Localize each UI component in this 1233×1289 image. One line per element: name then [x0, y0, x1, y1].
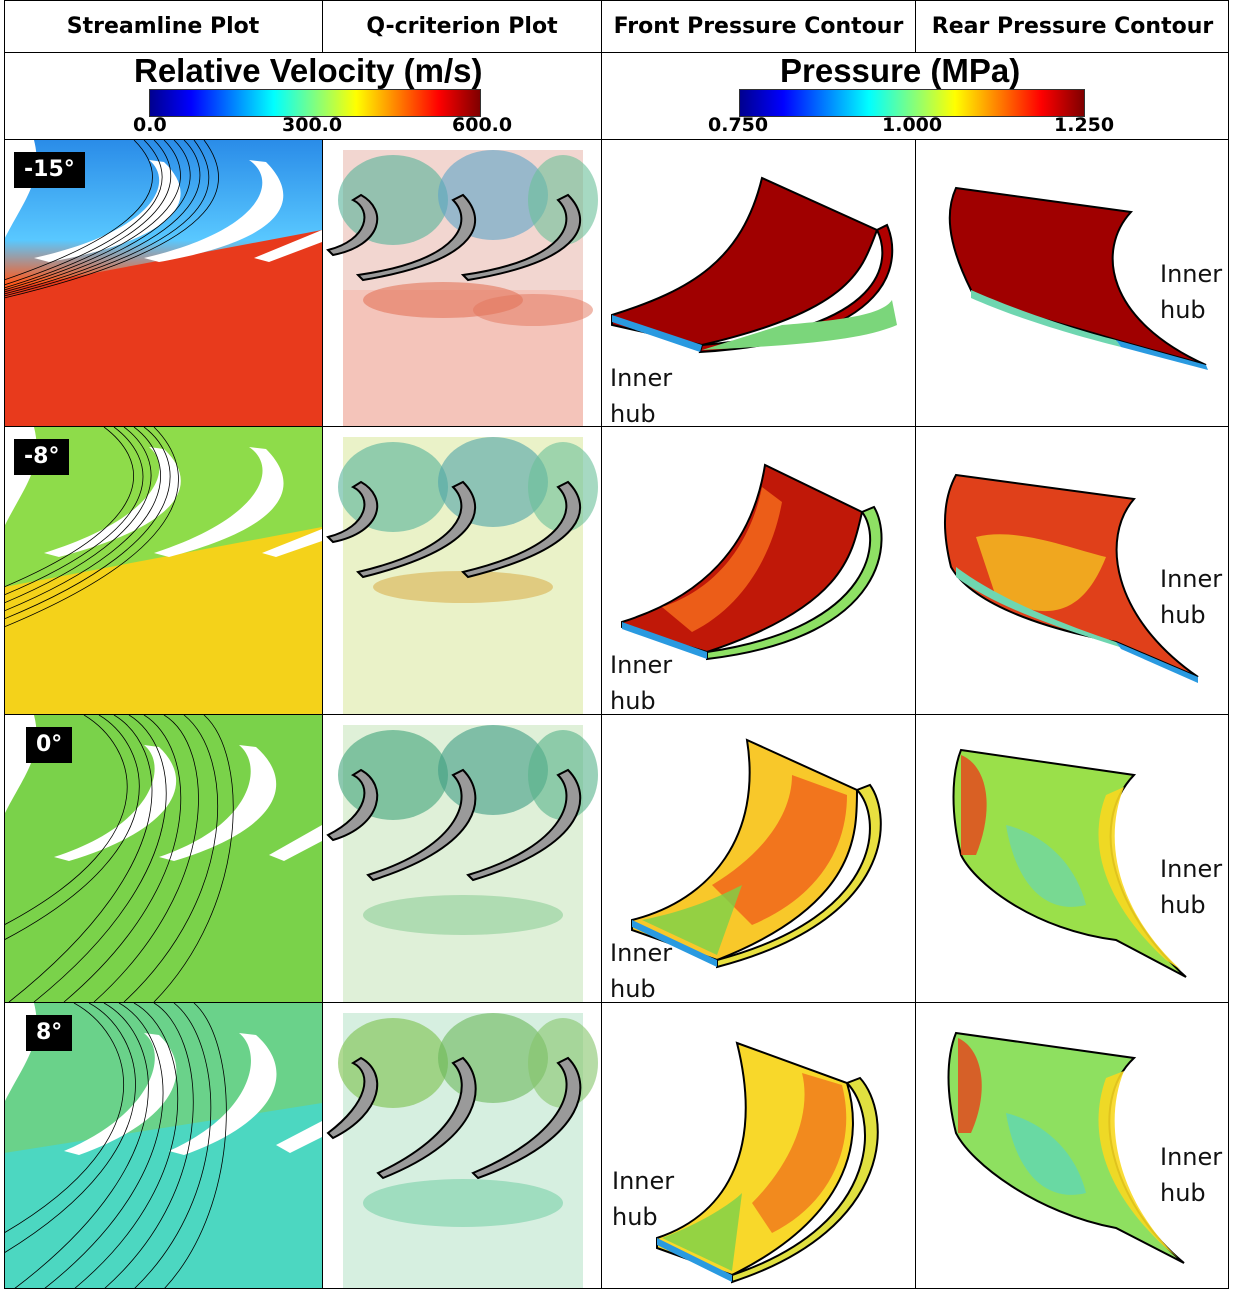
rear-pressure-contour-row2: [943, 473, 1199, 683]
grid-line-col3-header: [915, 0, 916, 53]
hub-label-line1: Inner: [1160, 260, 1223, 288]
hub-label-line1: Inner: [610, 939, 673, 967]
qcriterion-plot-row3: [326, 725, 598, 1002]
pressure-tick-min: 0.750: [708, 114, 769, 136]
rear-pressure-contour-row3: [952, 748, 1187, 978]
hub-label-line1: Inner: [1160, 1143, 1223, 1171]
streamline-cell-row3: 0°: [4, 715, 322, 1002]
hub-label-rear-row2: Inner hub: [1160, 561, 1222, 633]
rear-pressure-cell-row4: Inner hub: [916, 1003, 1229, 1289]
rear-pressure-cell-row3: Inner hub: [916, 715, 1229, 1002]
pressure-tick-mid: 1.000: [882, 114, 943, 136]
grid-line-col2: [601, 0, 602, 1289]
streamline-plot-row1: [4, 140, 322, 426]
grid-line-col1-header: [322, 0, 323, 53]
streamline-cell-row2: -8°: [4, 427, 322, 714]
qcriterion-cell-row2: [323, 427, 601, 714]
qcriterion-cell-row4: [323, 1003, 601, 1289]
streamline-plot-row4: [4, 1003, 322, 1289]
hub-label-line2: hub: [610, 975, 656, 1002]
front-pressure-cell-row4: Inner hub: [602, 1003, 915, 1289]
angle-badge-row1: -15°: [14, 152, 85, 188]
hub-label-line2: hub: [1160, 296, 1206, 324]
grid-line-top: [4, 0, 1229, 1]
pressure-legend-title: Pressure (MPa): [780, 52, 1021, 89]
hub-label-line1: Inner: [612, 1167, 675, 1195]
front-pressure-contour-row2: [621, 463, 883, 661]
front-pressure-cell-row1: Inner hub: [602, 140, 915, 426]
pressure-tick-max: 1.250: [1054, 114, 1115, 136]
header-streamline: Streamline Plot: [66, 13, 260, 39]
velocity-tick-max: 600.0: [452, 114, 513, 136]
header-front: Front Pressure Contour: [613, 13, 904, 39]
velocity-tick-min: 0.0: [133, 114, 167, 136]
angle-badge-row4: 8°: [26, 1015, 73, 1051]
hub-label-rear-row1: Inner hub: [1160, 256, 1222, 328]
header-rear: Rear Pressure Contour: [931, 13, 1214, 39]
hub-label-front-row2: Inner hub: [610, 647, 672, 714]
hub-label-line1: Inner: [1160, 565, 1223, 593]
qcriterion-plot-row4: [326, 1013, 598, 1289]
velocity-tick-mid: 300.0: [282, 114, 343, 136]
hub-label-line2: hub: [610, 687, 656, 714]
velocity-colorbar: [149, 89, 481, 117]
grid-line-row2: [4, 714, 1229, 715]
hub-label-line2: hub: [1160, 601, 1206, 629]
hub-label-line2: hub: [612, 1203, 658, 1231]
front-pressure-contour-row1: [611, 176, 897, 354]
rear-pressure-cell-row2: Inner hub: [916, 427, 1229, 714]
hub-label-line2: hub: [610, 400, 656, 426]
streamline-cell-row1: -15°: [4, 140, 322, 426]
hub-label-line1: Inner: [610, 651, 673, 679]
hub-label-line2: hub: [1160, 1179, 1206, 1207]
grid-line-col1: [322, 139, 323, 1289]
pressure-colorbar: [739, 89, 1085, 117]
hub-label-line1: Inner: [1160, 855, 1223, 883]
hub-label-line2: hub: [1160, 891, 1206, 919]
grid-line-row1: [4, 426, 1229, 427]
velocity-legend-title: Relative Velocity (m/s): [134, 52, 483, 89]
qcriterion-plot-row2: [326, 437, 598, 714]
hub-label-line1: Inner: [610, 364, 673, 392]
grid-line-row3: [4, 1002, 1229, 1003]
front-pressure-contour-row4: [656, 1041, 879, 1284]
streamline-cell-row4: 8°: [4, 1003, 322, 1289]
qcriterion-cell-row3: [323, 715, 601, 1002]
front-pressure-cell-row2: Inner hub: [602, 427, 915, 714]
qcriterion-cell-row1: [323, 140, 601, 426]
angle-badge-row2: -8°: [14, 439, 70, 475]
rear-pressure-cell-row1: Inner hub: [916, 140, 1229, 426]
header-qcriterion: Q-criterion Plot: [366, 13, 558, 39]
hub-label-front-row4: Inner hub: [612, 1163, 674, 1235]
grid-line-col3: [915, 139, 916, 1289]
grid-line-left: [4, 0, 5, 1289]
qcriterion-plot-row1: [326, 150, 598, 426]
rear-pressure-contour-row1: [948, 186, 1208, 370]
grid-line-legend: [4, 139, 1229, 140]
hub-label-front-row3: Inner hub: [610, 935, 672, 1002]
hub-label-rear-row4: Inner hub: [1160, 1139, 1222, 1211]
front-pressure-contour-row3: [631, 738, 882, 969]
grid-line-header: [4, 52, 1229, 53]
hub-label-front-row1: Inner hub: [610, 360, 672, 426]
rear-pressure-contour-row4: [947, 1031, 1185, 1264]
angle-badge-row3: 0°: [26, 727, 73, 763]
front-pressure-cell-row3: Inner hub: [602, 715, 915, 1002]
hub-label-rear-row3: Inner hub: [1160, 851, 1222, 923]
grid-line-right: [1228, 0, 1229, 1289]
